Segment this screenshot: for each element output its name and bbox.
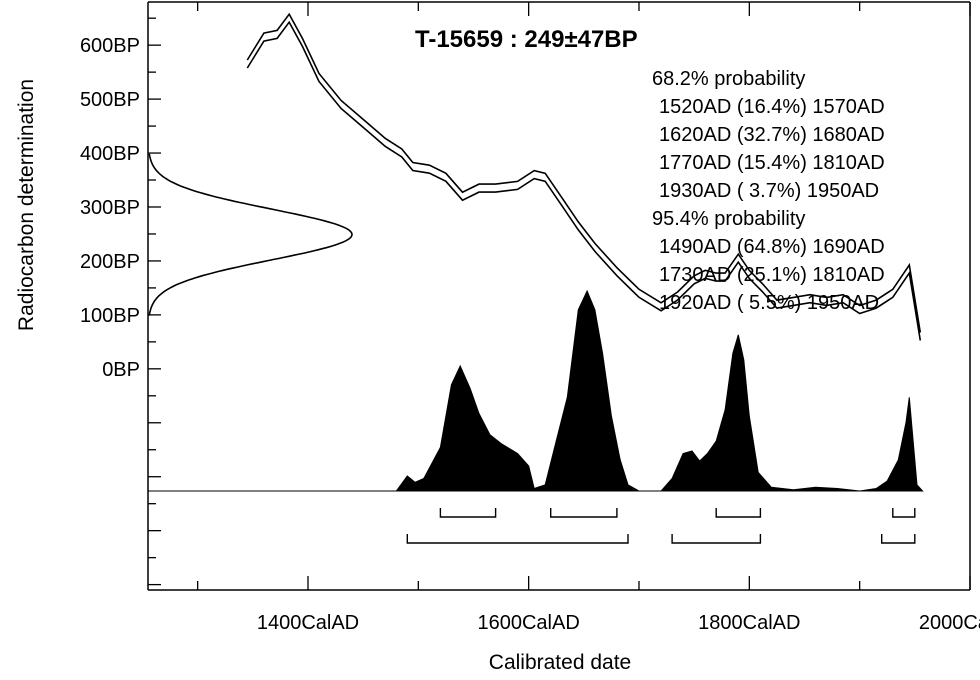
sigma2-range-bracket <box>671 534 762 544</box>
probability-68-range: 1770AD (15.4%) 1810AD <box>659 152 885 174</box>
probability-95-range: 1730AD (25.1%) 1810AD <box>659 264 885 286</box>
x-tick-label: 2000CalAD <box>919 612 980 634</box>
probability-68-range: 1930AD ( 3.7%) 1950AD <box>659 180 879 202</box>
x-tick-label: 1800CalAD <box>698 612 800 634</box>
probability-68-range: 1520AD (16.4%) 1570AD <box>659 96 885 118</box>
calibrated-probability-distribution <box>148 289 924 492</box>
sigma1-range-bracket <box>550 508 618 518</box>
x-tick-label: 1400CalAD <box>257 612 359 634</box>
sigma2-range-bracket <box>881 534 916 544</box>
y-tick-label: 500BP <box>80 89 140 111</box>
y-tick-label: 100BP <box>80 305 140 327</box>
probability-68-range: 1620AD (32.7%) 1680AD <box>659 124 885 146</box>
sigma1-range-bracket <box>715 508 762 518</box>
probability-95-range: 1490AD (64.8%) 1690AD <box>659 236 885 258</box>
y-tick-label: 0BP <box>102 359 140 381</box>
sigma1-range-bracket <box>439 508 497 518</box>
sigma1-range-bracket <box>892 508 916 518</box>
plot-layer <box>148 12 924 544</box>
axes-layer: 1400CalAD 1600CalAD 1800CalAD 2000CalAD 0BP 1… <box>80 1 980 634</box>
radiocarbon-measurement-distribution <box>148 153 353 316</box>
probability-68-header: 68.2% probability <box>652 68 805 90</box>
y-tick-label: 300BP <box>80 197 140 219</box>
y-tick-label: 600BP <box>80 35 140 57</box>
x-tick-label: 1600CalAD <box>478 612 580 634</box>
probability-95-header: 95.4% probability <box>652 208 805 230</box>
probability-ranges-text: 68.2% probability 1520AD (16.4%) 1570AD 16… <box>652 68 885 314</box>
y-tick-label: 200BP <box>80 251 140 273</box>
x-axis-title: Calibrated date <box>489 651 631 674</box>
y-axis-title: Radiocarbon determination <box>15 79 38 331</box>
calibration-curve-upper <box>246 12 922 333</box>
text-layer: T-15659 : 249±47BP Calibrated date Radio… <box>15 26 885 674</box>
sigma2-range-bracket <box>406 534 629 544</box>
probability-95-range: 1920AD ( 5.5%) 1950AD <box>659 292 879 314</box>
chart-title: T-15659 : 249±47BP <box>415 26 638 53</box>
calibration-curve-lower <box>246 20 922 341</box>
y-tick-label: 400BP <box>80 143 140 165</box>
